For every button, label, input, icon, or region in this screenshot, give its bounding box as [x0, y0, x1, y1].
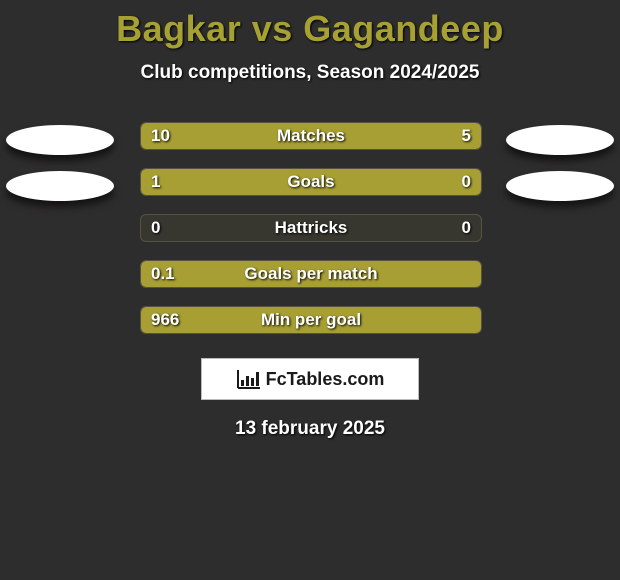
- title-player2: Gagandeep: [303, 8, 504, 49]
- stats-rows: 10Matches51Goals00Hattricks00.1Goals per…: [0, 120, 620, 350]
- branding-text: FcTables.com: [266, 369, 385, 390]
- stat-row: 10Matches5: [0, 120, 620, 166]
- stat-row: 1Goals0: [0, 166, 620, 212]
- stat-right-value: 0: [462, 169, 471, 195]
- bar-chart-icon: [236, 368, 262, 390]
- stat-row: 0Hattricks0: [0, 212, 620, 258]
- stat-left-value: 0.1: [151, 261, 175, 287]
- stat-left-value: 1: [151, 169, 160, 195]
- stat-left-value: 10: [151, 123, 170, 149]
- stat-bar-left: [141, 307, 481, 333]
- stat-left-value: 0: [151, 215, 160, 241]
- stat-row: 0.1Goals per match: [0, 258, 620, 304]
- player1-ellipse: [6, 125, 114, 155]
- date-label: 13 february 2025: [0, 418, 620, 440]
- subtitle: Club competitions, Season 2024/2025: [0, 62, 620, 84]
- stat-bar-track: 10Matches5: [140, 122, 482, 150]
- stat-bar-left: [141, 123, 368, 149]
- stat-bar-left: [141, 169, 406, 195]
- page-title: Bagkar vs Gagandeep: [0, 0, 620, 50]
- stat-bar-track: 966Min per goal: [140, 306, 482, 334]
- player2-ellipse: [506, 171, 614, 201]
- player2-ellipse: [506, 125, 614, 155]
- stat-bar-track: 1Goals0: [140, 168, 482, 196]
- stat-label: Hattricks: [141, 215, 481, 241]
- stat-left-value: 966: [151, 307, 179, 333]
- player1-ellipse: [6, 171, 114, 201]
- stat-bar-track: 0Hattricks0: [140, 214, 482, 242]
- branding-badge: FcTables.com: [201, 358, 419, 400]
- stat-right-value: 0: [462, 215, 471, 241]
- infographic-container: Bagkar vs Gagandeep Club competitions, S…: [0, 0, 620, 580]
- stat-bar-track: 0.1Goals per match: [140, 260, 482, 288]
- title-vs: vs: [252, 8, 293, 49]
- stat-bar-left: [141, 261, 481, 287]
- title-player1: Bagkar: [116, 8, 241, 49]
- stat-row: 966Min per goal: [0, 304, 620, 350]
- stat-right-value: 5: [462, 123, 471, 149]
